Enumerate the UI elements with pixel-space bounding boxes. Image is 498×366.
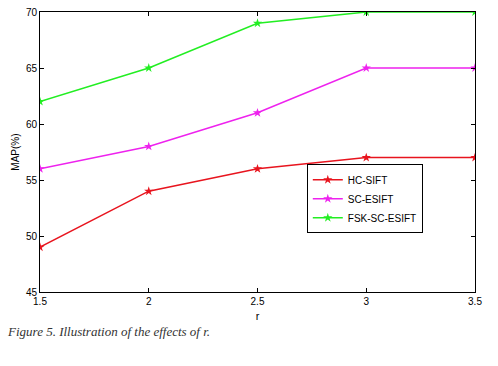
svg-text:50: 50: [26, 231, 38, 242]
svg-text:65: 65: [26, 63, 38, 74]
svg-text:60: 60: [26, 119, 38, 130]
svg-text:FSK-SC-ESIFT: FSK-SC-ESIFT: [348, 213, 416, 224]
svg-text:55: 55: [26, 175, 38, 186]
svg-text:3: 3: [363, 296, 369, 307]
svg-text:70: 70: [26, 7, 38, 18]
svg-text:2.5: 2.5: [251, 296, 265, 307]
svg-text:SC-ESIFT: SC-ESIFT: [348, 194, 394, 205]
svg-text:Figure 5. Illustration of the: Figure 5. Illustration of the effects of…: [7, 324, 210, 339]
svg-text:r: r: [256, 310, 260, 322]
svg-text:HC-SIFT: HC-SIFT: [348, 175, 387, 186]
svg-text:3.5: 3.5: [468, 296, 482, 307]
svg-text:MAP(%): MAP(%): [10, 133, 21, 170]
svg-text:1.5: 1.5: [33, 296, 47, 307]
svg-text:45: 45: [26, 287, 38, 298]
svg-text:2: 2: [146, 296, 152, 307]
